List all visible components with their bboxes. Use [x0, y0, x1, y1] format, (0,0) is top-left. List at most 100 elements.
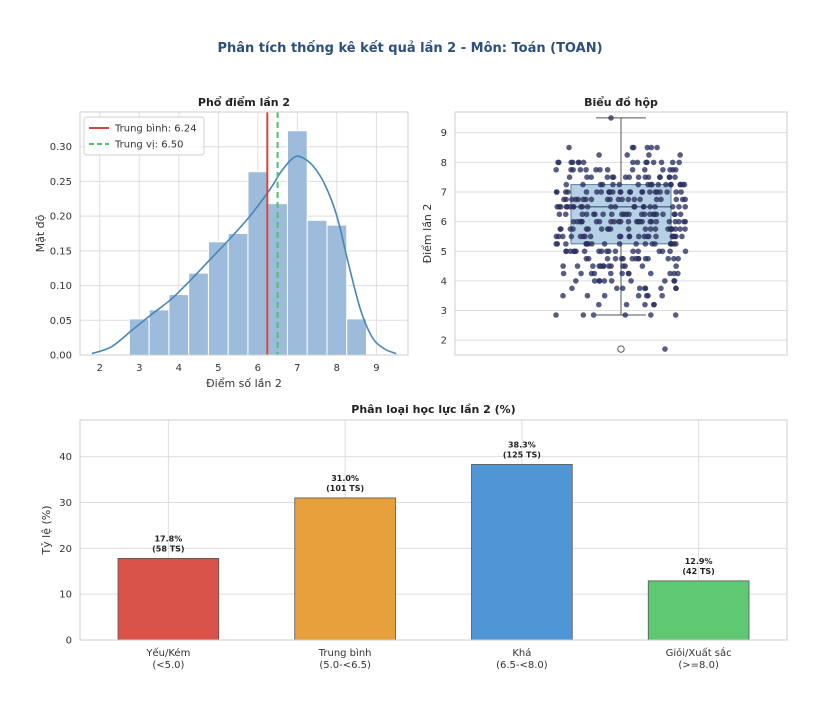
strip-point [580, 233, 586, 240]
strip-point [565, 189, 571, 195]
histogram-x-tick-label: 9 [373, 363, 379, 374]
strip-point [641, 166, 648, 173]
strip-point [584, 174, 590, 180]
strip-point [608, 115, 614, 121]
strip-point [577, 166, 584, 173]
strip-point [555, 159, 561, 166]
strip-point [569, 285, 575, 292]
bar-percent-label: 12.9% [685, 557, 713, 566]
strip-point [553, 241, 560, 247]
classification-bar [647, 580, 750, 641]
strip-point [616, 181, 623, 188]
strip-point [630, 159, 636, 166]
strip-point [596, 263, 603, 269]
strip-point [635, 292, 642, 299]
strip-point [597, 181, 604, 188]
strip-point [653, 196, 660, 203]
strip-point [657, 189, 663, 195]
strip-point [607, 196, 613, 203]
strip-point [611, 218, 617, 225]
category-label: Yếu/Kém [145, 647, 190, 659]
strip-point [649, 181, 655, 188]
strip-point [667, 248, 673, 255]
strip-point [625, 226, 632, 232]
strip-point [597, 166, 603, 173]
strip-point [596, 152, 602, 158]
strip-point [639, 263, 646, 269]
bar-percent-label: 17.8% [154, 534, 182, 543]
strip-point [678, 189, 684, 195]
strip-point [569, 159, 576, 166]
strip-point [657, 174, 663, 180]
strip-point [608, 278, 615, 284]
histogram-title: Phổ điểm lần 2 [198, 96, 290, 109]
boxplot-y-tick-label: 2 [441, 336, 447, 347]
strip-point [652, 204, 658, 210]
strip-point [677, 181, 683, 188]
strip-point [642, 241, 649, 247]
strip-point [648, 312, 654, 318]
histogram-bar [306, 219, 328, 356]
strip-point [587, 233, 594, 240]
boxplot-y-tick-label: 4 [441, 276, 447, 287]
histogram-y-axis-label: Mật độ [34, 214, 47, 252]
category-label: Trung bình [318, 647, 372, 659]
histogram-y-tick-label: 0.20 [50, 212, 72, 223]
category-range-label: (<5.0) [152, 660, 184, 671]
strip-point [677, 211, 684, 218]
boxplot-y-tick-label: 8 [441, 158, 447, 169]
strip-point [604, 255, 611, 262]
strip-point [563, 181, 570, 188]
strip-point [639, 218, 645, 225]
strip-point [570, 226, 576, 232]
strip-point [584, 204, 591, 210]
boxplot-y-tick-label: 7 [441, 188, 447, 199]
histogram-x-tick-label: 8 [334, 363, 340, 374]
strip-point [556, 211, 563, 218]
strip-point [554, 204, 561, 210]
strip-point [682, 248, 689, 255]
strip-point [642, 226, 649, 232]
strip-point [570, 218, 577, 225]
strip-point [563, 241, 569, 247]
strip-point [647, 211, 653, 218]
strip-point [658, 196, 664, 203]
category-range-label: (6.5-<8.0) [496, 660, 548, 671]
strip-point [671, 278, 677, 284]
boxplot-y-tick-label: 3 [441, 306, 447, 317]
classification-y-tick-label: 20 [59, 544, 72, 555]
histogram-y-tick-label: 0.30 [50, 142, 72, 153]
strip-point [662, 346, 668, 352]
strip-point [591, 278, 598, 284]
strip-point [564, 204, 570, 210]
bar-count-label: (125 TS) [503, 450, 541, 459]
strip-point [675, 255, 681, 262]
strip-point [662, 278, 668, 284]
strip-point [628, 278, 634, 284]
strip-point [659, 248, 666, 255]
strip-point [575, 196, 581, 203]
histogram-y-tick-label: 0.00 [50, 351, 72, 362]
histogram-bar [188, 272, 209, 356]
histogram-x-tick-label: 7 [294, 363, 300, 374]
strip-point [652, 226, 659, 232]
strip-point [655, 181, 662, 188]
strip-point [580, 181, 586, 188]
strip-point [580, 312, 587, 318]
strip-point [566, 174, 573, 180]
strip-point [665, 255, 671, 262]
histogram-bar [168, 294, 190, 356]
strip-point [630, 248, 636, 255]
strip-point [606, 189, 612, 195]
strip-point [666, 218, 673, 225]
histogram-y-tick-label: 0.05 [50, 316, 72, 327]
strip-point [658, 159, 665, 166]
classification-bar [294, 497, 396, 641]
strip-point [596, 301, 602, 308]
strip-point [604, 166, 611, 173]
strip-point [659, 292, 665, 299]
strip-point [571, 248, 577, 255]
strip-point [667, 166, 673, 173]
strip-point [581, 248, 588, 255]
histogram-y-tick-label: 0.25 [50, 177, 72, 188]
